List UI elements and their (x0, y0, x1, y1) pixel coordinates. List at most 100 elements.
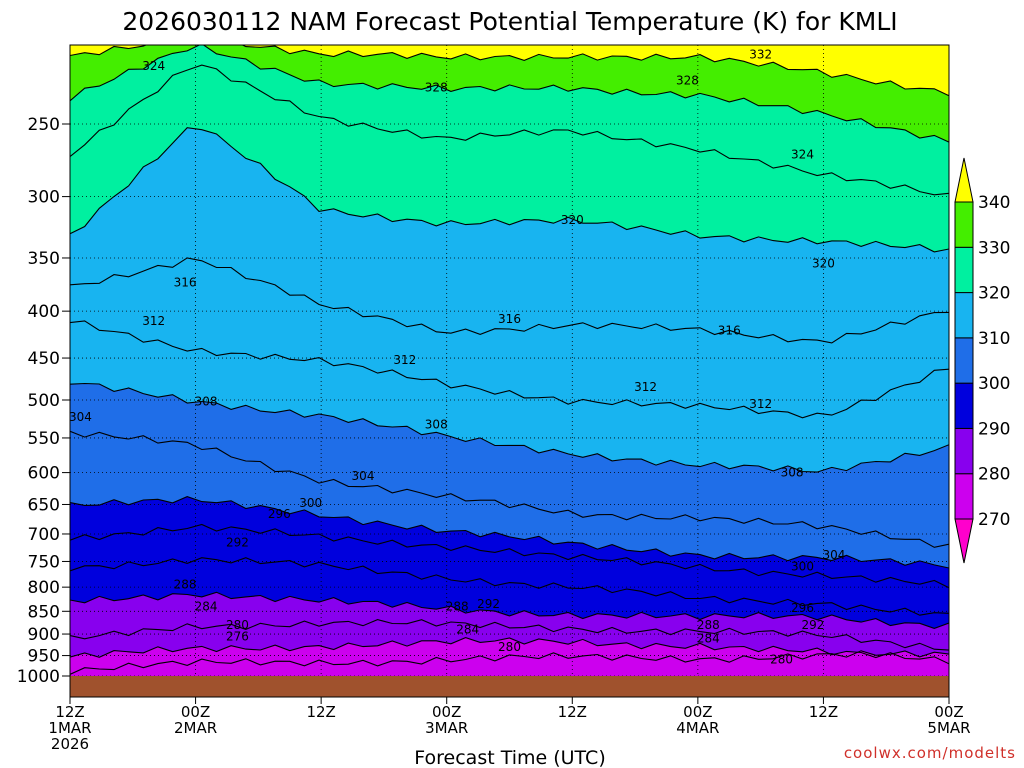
contour-label-4: 324 (791, 148, 814, 162)
color-bands (70, 45, 949, 697)
y-tick-label-600: 600 (28, 464, 60, 484)
colorbar-tick-270: 270 (978, 510, 1010, 530)
y-tick-label-350: 350 (28, 249, 60, 269)
contour-label-9: 316 (718, 324, 741, 338)
y-tick-label-900: 900 (28, 625, 60, 645)
chart-title: 2026030112 NAM Forecast Potential Temper… (122, 7, 897, 36)
contour-label-29: 288 (697, 618, 720, 632)
contour-label-10: 312 (142, 314, 165, 328)
contour-label-21: 300 (791, 560, 814, 574)
y-tick-label-800: 800 (28, 578, 60, 598)
colorbar-segment-280-290 (954, 427, 974, 475)
y-tick-label-750: 750 (28, 552, 60, 572)
colorbar-tick-290: 290 (978, 419, 1010, 439)
contour-label-8: 316 (498, 312, 521, 326)
colorbar-segment-290-300 (954, 382, 974, 429)
contour-label-28: 288 (446, 600, 469, 614)
x-tick-label-60-0: 00Z (683, 703, 712, 721)
isentrope-292 (70, 557, 949, 616)
colorbar-segment-270-280 (954, 473, 974, 520)
contour-label-13: 312 (749, 397, 772, 411)
isentrope-328 (70, 45, 949, 143)
contour-label-36: 276 (226, 629, 249, 643)
contour-label-0: 324 (142, 59, 165, 73)
y-tick-label-500: 500 (28, 391, 60, 411)
colorbar-segment-300-310 (954, 337, 974, 384)
colorbar-segment-320-330 (954, 246, 974, 294)
y-tick-label-950: 950 (28, 647, 60, 667)
isentrope-320 (70, 127, 949, 253)
isentrope-288 (70, 591, 949, 629)
contour-label-14: 308 (195, 395, 218, 409)
contour-label-5: 320 (561, 213, 584, 227)
x-tick-label-48-0: 12Z (558, 703, 587, 721)
contour-label-7: 316 (174, 275, 197, 289)
isentrope-332 (70, 45, 949, 97)
x-tick-label-36-1: 3MAR (425, 719, 468, 737)
colorbar-low-triangle (954, 518, 974, 564)
contour-label-6: 320 (812, 257, 835, 271)
colorbar-tick-300: 300 (978, 374, 1010, 394)
contour-label-2: 328 (676, 73, 699, 87)
contour-label-31: 284 (456, 623, 479, 637)
colorbar-tick-280: 280 (978, 465, 1010, 485)
y-tick-label-400: 400 (28, 302, 60, 322)
contour-label-26: 292 (802, 618, 825, 632)
grid-lines (70, 45, 949, 697)
isentrope-lines (70, 45, 949, 675)
contour-label-16: 308 (781, 466, 804, 480)
isentrope-304 (70, 430, 949, 548)
x-tick-label-0-0: 12Z (55, 703, 84, 721)
y-tick-label-300: 300 (28, 188, 60, 208)
contour-label-34: 280 (498, 640, 521, 654)
isentrope-300 (70, 496, 949, 569)
colorbar-tick-330: 330 (978, 238, 1010, 258)
plot-frame (69, 44, 950, 698)
contour-label-11: 312 (393, 353, 416, 367)
credit-text: coolwx.com/modelts (844, 744, 1016, 762)
ground-terrain (70, 676, 949, 697)
contour-label-33: 280 (226, 618, 249, 632)
x-tick-label-84-1: 5MAR (927, 719, 970, 737)
colorbar: 270 280 290 300 310 320 330 340 (954, 157, 1010, 564)
plot-area: 324 328 328 332 324 320 320 316 316 316 312 312 312 3… (70, 45, 949, 697)
x-tick-label-24-0: 12Z (306, 703, 335, 721)
isentrope-312 (70, 320, 949, 419)
colorbar-high-triangle (954, 157, 974, 203)
colorbar-tick-310: 310 (978, 329, 1010, 349)
isentrope-284 (70, 619, 949, 651)
y-tick-label-550: 550 (28, 429, 60, 449)
isentrope-296 (70, 523, 949, 589)
contour-label-20: 300 (299, 496, 322, 510)
contour-label-12: 312 (634, 380, 657, 394)
x-tick-label-0-2: 2026 (51, 735, 89, 753)
y-tick-label-850: 850 (28, 602, 60, 622)
x-tick-label-12-0: 00Z (181, 703, 210, 721)
contour-label-27: 288 (174, 578, 197, 592)
isentrope-280 (70, 637, 949, 665)
y-axis: 250 300 350 400 450 500 550 600 650 700 750 800 850 9… (17, 115, 70, 687)
contour-label-18: 304 (352, 469, 375, 483)
colorbar-segment-330-340 (954, 201, 974, 248)
isentrope-316 (70, 257, 949, 344)
colorbar-tick-320: 320 (978, 284, 1010, 304)
colorbar-tick-340: 340 (978, 193, 1010, 213)
contour-labels: 324 328 328 332 324 320 320 316 316 316 312 312 312 3… (70, 48, 845, 667)
contour-label-23: 296 (791, 601, 814, 615)
contour-label-25: 292 (477, 597, 500, 611)
x-tick-label-36-0: 00Z (432, 703, 461, 721)
contour-label-30: 284 (195, 600, 218, 614)
contour-label-32: 284 (697, 631, 720, 645)
y-tick-label-250: 250 (28, 115, 60, 135)
contour-label-15: 308 (425, 418, 448, 432)
x-axis-label: Forecast Time (UTC) (414, 747, 605, 768)
contour-label-24: 292 (226, 535, 249, 549)
x-tick-label-60-1: 4MAR (676, 719, 719, 737)
contour-label-3: 332 (749, 48, 772, 62)
contour-label-22: 296 (268, 507, 291, 521)
y-tick-label-700: 700 (28, 525, 60, 545)
y-tick-label-650: 650 (28, 495, 60, 515)
contour-label-1: 328 (425, 80, 448, 94)
